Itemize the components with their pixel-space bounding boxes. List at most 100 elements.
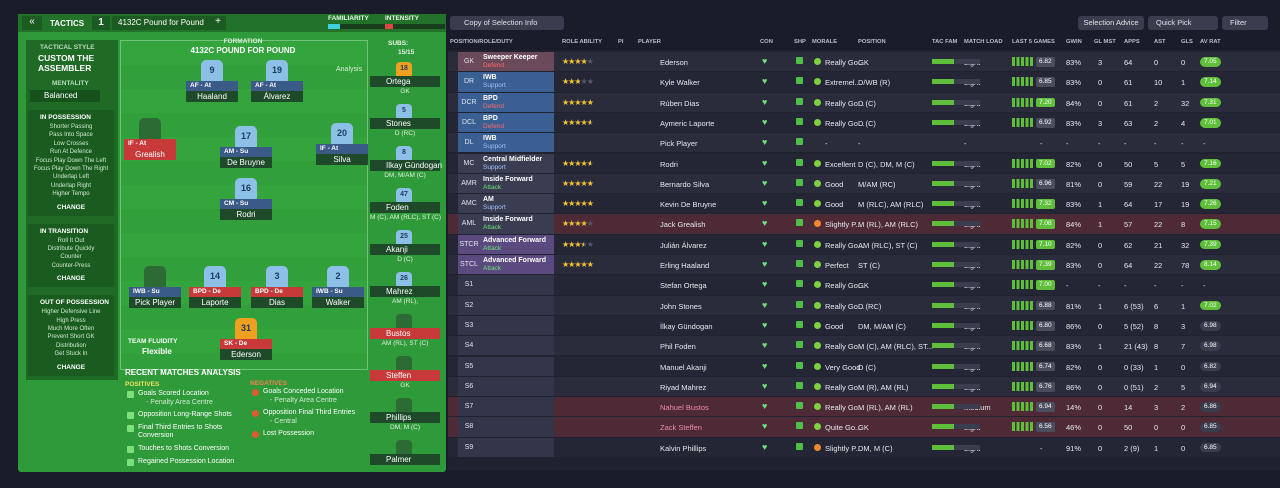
player-name[interactable]: Álvarez [251,91,303,102]
table-row[interactable] [448,417,1280,437]
change-button[interactable]: CHANGE [56,275,86,283]
selection-advice[interactable]: Selection Advice [1078,16,1144,30]
back-button[interactable]: « [22,16,42,30]
role-pill[interactable]: IF - At [124,139,176,149]
column-header[interactable]: AST [1154,39,1166,45]
table-row[interactable] [448,376,1280,397]
column-header[interactable]: AV RAT [1200,39,1221,45]
player[interactable]: John Stones [660,301,702,311]
player[interactable]: Kalvin Phillips [660,443,707,453]
change-button[interactable]: CHANGE [56,203,86,211]
role-name[interactable]: BPD [483,94,498,102]
player[interactable]: Kyle Walker [660,78,700,88]
sub-name[interactable]: Akanji [370,244,440,255]
player-name[interactable]: Haaland [186,91,238,102]
player-name[interactable]: Pick Player [129,297,181,308]
role-name[interactable]: Sweeper Keeper [483,54,538,61]
column-header[interactable]: GL MST [1094,39,1116,45]
column-header[interactable]: APPS [1124,39,1140,45]
table-row[interactable] [448,315,1280,336]
table-row[interactable] [448,173,1280,194]
table-row[interactable] [448,72,1280,92]
player[interactable]: Stefan Ortega [660,281,707,291]
table-row[interactable] [448,52,1280,72]
change-button[interactable]: CHANGE [56,363,86,371]
player[interactable]: Bernardo Silva [660,179,710,189]
table-row[interactable] [448,112,1280,133]
table-row[interactable] [448,194,1280,214]
table-row[interactable] [448,275,1280,295]
player[interactable]: İlkay Gündogan [660,321,713,331]
add-tactic[interactable]: + [210,16,226,30]
player[interactable]: Rodri [660,159,678,169]
tactic-select[interactable]: 4132C Pound for Pound [112,16,214,30]
role-pill[interactable]: IF - At [316,144,368,154]
role-pill[interactable]: IWB - Su [129,287,181,297]
player-name[interactable]: Dias [251,297,303,308]
role-pill[interactable]: AM - Su [220,147,272,157]
role-name[interactable]: IWB [483,135,497,143]
role-pill[interactable]: BPD - De [189,287,241,297]
player-name[interactable]: Silva [316,154,368,165]
column-header[interactable]: CON [760,39,773,45]
column-header[interactable]: GWIN [1066,39,1082,45]
table-row[interactable] [448,92,1280,112]
table-row[interactable] [448,153,1280,173]
sub-name[interactable]: Steffen [370,370,440,381]
role-name[interactable]: Central Midfielder [483,155,543,163]
quick-pick[interactable]: Quick Pick [1148,16,1218,30]
recent-title[interactable]: RECENT MATCHES ANALYSIS [125,368,241,377]
tactic-slot[interactable]: 1 [92,16,110,30]
column-header[interactable]: PLAYER [638,39,661,45]
column-header[interactable]: POSITION [858,39,886,45]
table-row[interactable] [448,255,1280,275]
table-row[interactable] [448,437,1280,457]
sub-name[interactable]: Palmer [370,454,440,465]
player[interactable]: Rúben Dias [660,98,700,108]
column-header[interactable]: SHP [794,39,806,45]
role-name[interactable]: Inside Forward [483,216,533,224]
column-header[interactable]: TAC FAM [932,39,958,45]
role-pill[interactable]: BPD - De [251,287,303,297]
sub-name[interactable]: Mahrez [370,286,440,297]
player[interactable]: Phil Foden [660,342,696,352]
role-name[interactable]: BPD [483,114,498,122]
role-name[interactable]: AM [483,196,494,204]
table-row[interactable] [448,133,1280,153]
table-row[interactable] [448,295,1280,315]
role-pill[interactable]: SK - De [220,339,272,349]
column-header[interactable]: GLS [1181,39,1193,45]
column-header[interactable]: POSITION/ROLE/DUTY [450,39,513,45]
role-name[interactable]: Advanced Forward [483,257,547,264]
sub-name[interactable]: Ortega [370,76,440,87]
player[interactable]: Pick Player [660,139,698,149]
player[interactable]: Manuel Akanji [660,362,707,372]
table-row[interactable] [448,234,1280,254]
role-name[interactable]: Advanced Forward [483,236,547,244]
player-name[interactable]: Rodri [220,209,272,220]
sub-name[interactable]: Foden [370,202,440,213]
player[interactable]: Jack Grealish [660,220,706,230]
role-pill[interactable]: AF - At [251,81,303,91]
sub-name[interactable]: Bustos [370,328,440,339]
column-header[interactable]: ROLE ABILITY [562,39,603,45]
player-name[interactable]: Laporte [189,297,241,308]
role-name[interactable]: Inside Forward [483,175,533,183]
sub-name[interactable]: Ilkay Gündogan [370,160,442,171]
player-name[interactable]: Walker [312,297,364,308]
role-name[interactable]: IWB [483,74,497,82]
table-row[interactable] [448,336,1280,356]
player-name[interactable]: De Bruyne [220,157,272,168]
column-header[interactable]: MORALE [812,39,838,45]
player[interactable]: Kevin De Bruyne [660,200,717,210]
role-pill[interactable]: IWB - Su [312,287,364,297]
role-pill[interactable]: CM - Su [220,199,272,209]
column-header[interactable]: LAST 5 GAMES [1012,39,1055,45]
view-select[interactable]: Copy of Selection Info [450,16,564,30]
player[interactable]: Erling Haaland [660,261,710,270]
player[interactable]: Zack Steffen [660,423,702,433]
player-name[interactable]: Grealish [124,149,176,160]
analysis-toggle[interactable]: Analysis [336,66,363,73]
sub-name[interactable]: Phillips [370,412,440,423]
table-row[interactable] [448,214,1280,234]
